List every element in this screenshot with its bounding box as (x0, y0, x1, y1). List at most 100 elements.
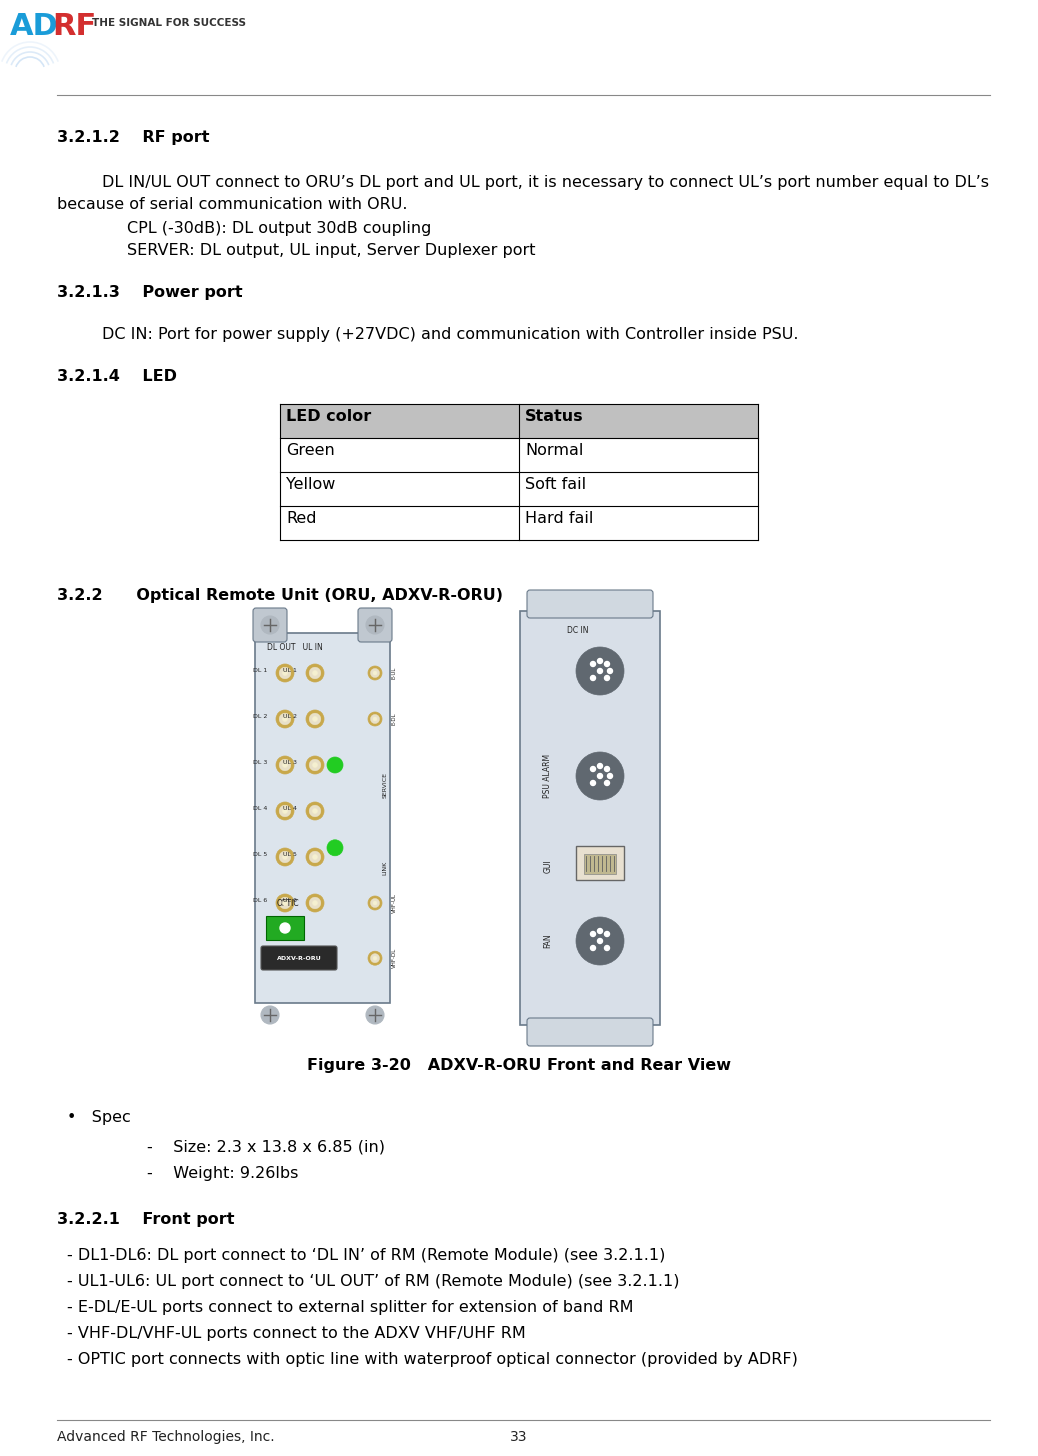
Circle shape (276, 664, 294, 681)
Text: Normal: Normal (525, 443, 583, 459)
Circle shape (607, 773, 612, 779)
Text: UL 6: UL 6 (283, 898, 297, 904)
FancyBboxPatch shape (280, 438, 758, 472)
FancyBboxPatch shape (358, 609, 392, 642)
Circle shape (604, 676, 609, 680)
Circle shape (371, 668, 380, 677)
Text: LED color: LED color (286, 409, 372, 424)
Circle shape (366, 1006, 384, 1024)
Circle shape (373, 671, 377, 676)
Text: RF: RF (52, 12, 97, 41)
Circle shape (282, 855, 288, 859)
FancyBboxPatch shape (527, 590, 653, 617)
Circle shape (306, 847, 324, 866)
Circle shape (306, 756, 324, 775)
Text: 33: 33 (511, 1430, 527, 1444)
Text: DL OUT   UL IN: DL OUT UL IN (267, 644, 323, 652)
Text: LINK: LINK (382, 860, 387, 875)
Circle shape (279, 852, 291, 863)
Text: UL 5: UL 5 (283, 853, 297, 858)
FancyBboxPatch shape (584, 855, 616, 874)
FancyBboxPatch shape (253, 609, 286, 642)
Circle shape (598, 668, 602, 674)
Text: AD: AD (10, 12, 59, 41)
Text: CPL (-30dB): DL output 30dB coupling: CPL (-30dB): DL output 30dB coupling (127, 221, 432, 236)
Circle shape (604, 766, 609, 772)
Text: DL 6: DL 6 (252, 898, 267, 904)
Circle shape (576, 751, 624, 799)
Circle shape (327, 757, 343, 773)
Circle shape (279, 713, 291, 725)
Text: 3.2.2.1    Front port: 3.2.2.1 Front port (57, 1211, 235, 1227)
Text: Green: Green (286, 443, 334, 459)
FancyBboxPatch shape (527, 1018, 653, 1045)
Text: - DL1-DL6: DL port connect to ‘DL IN’ of RM (Remote Module) (see 3.2.1.1): - DL1-DL6: DL port connect to ‘DL IN’ of… (67, 1248, 665, 1262)
Circle shape (309, 897, 321, 909)
Text: VHF-DL: VHF-DL (392, 948, 397, 968)
Text: 3.2.2      Optical Remote Unit (ORU, ADXV-R-ORU): 3.2.2 Optical Remote Unit (ORU, ADXV-R-O… (57, 588, 503, 603)
Circle shape (279, 759, 291, 770)
Text: UL 2: UL 2 (283, 715, 297, 719)
Text: Figure 3-20   ADXV-R-ORU Front and Rear View: Figure 3-20 ADXV-R-ORU Front and Rear Vi… (307, 1059, 731, 1073)
Circle shape (306, 664, 324, 681)
Circle shape (371, 898, 380, 907)
Circle shape (591, 780, 596, 785)
Circle shape (312, 763, 318, 767)
Circle shape (598, 763, 602, 769)
Text: DC IN: Port for power supply (+27VDC) and communication with Controller inside P: DC IN: Port for power supply (+27VDC) an… (102, 328, 798, 342)
Text: DL 5: DL 5 (252, 853, 267, 858)
Circle shape (371, 715, 380, 724)
Circle shape (282, 670, 288, 676)
Circle shape (306, 802, 324, 820)
Circle shape (591, 766, 596, 772)
Circle shape (261, 616, 279, 633)
Text: OPTIC: OPTIC (277, 898, 300, 909)
Text: Soft fail: Soft fail (525, 478, 586, 492)
Text: - UL1-UL6: UL port connect to ‘UL OUT’ of RM (Remote Module) (see 3.2.1.1): - UL1-UL6: UL port connect to ‘UL OUT’ o… (67, 1274, 680, 1289)
Circle shape (371, 954, 380, 962)
Text: GUI: GUI (544, 859, 552, 872)
Circle shape (280, 923, 290, 933)
Circle shape (312, 670, 318, 676)
Circle shape (591, 932, 596, 936)
Circle shape (261, 1006, 279, 1024)
Circle shape (312, 716, 318, 722)
Circle shape (312, 900, 318, 906)
Text: VHF-UL: VHF-UL (392, 893, 397, 913)
Circle shape (366, 616, 384, 633)
Circle shape (276, 847, 294, 866)
Text: Status: Status (525, 409, 583, 424)
Text: 3.2.1.3    Power port: 3.2.1.3 Power port (57, 285, 243, 300)
Circle shape (309, 759, 321, 770)
Text: ADXV-R-ORU: ADXV-R-ORU (276, 955, 322, 961)
Text: •   Spec: • Spec (67, 1109, 131, 1125)
Circle shape (373, 716, 377, 721)
FancyBboxPatch shape (280, 472, 758, 507)
Text: THE SIGNAL FOR SUCCESS: THE SIGNAL FOR SUCCESS (92, 17, 246, 28)
Text: SERVICE: SERVICE (382, 772, 387, 798)
Circle shape (598, 773, 602, 779)
Circle shape (309, 805, 321, 817)
Text: Yellow: Yellow (286, 478, 335, 492)
Text: DL 1: DL 1 (252, 668, 267, 674)
Circle shape (604, 932, 609, 936)
Circle shape (276, 802, 294, 820)
Text: DL 2: DL 2 (252, 715, 267, 719)
Circle shape (309, 713, 321, 725)
Text: 3.2.1.4    LED: 3.2.1.4 LED (57, 368, 177, 384)
Text: FAN: FAN (544, 933, 552, 948)
Circle shape (604, 780, 609, 785)
Circle shape (282, 763, 288, 767)
Circle shape (276, 894, 294, 911)
Circle shape (598, 939, 602, 943)
Circle shape (604, 661, 609, 667)
Text: - OPTIC port connects with optic line with waterproof optical connector (provide: - OPTIC port connects with optic line wi… (67, 1353, 798, 1367)
Text: -    Weight: 9.26lbs: - Weight: 9.26lbs (147, 1166, 298, 1181)
Circle shape (373, 901, 377, 906)
Circle shape (607, 668, 612, 674)
Circle shape (368, 665, 382, 680)
Circle shape (282, 900, 288, 906)
Text: -    Size: 2.3 x 13.8 x 6.85 (in): - Size: 2.3 x 13.8 x 6.85 (in) (147, 1140, 385, 1155)
FancyBboxPatch shape (266, 916, 304, 941)
FancyBboxPatch shape (576, 846, 624, 879)
